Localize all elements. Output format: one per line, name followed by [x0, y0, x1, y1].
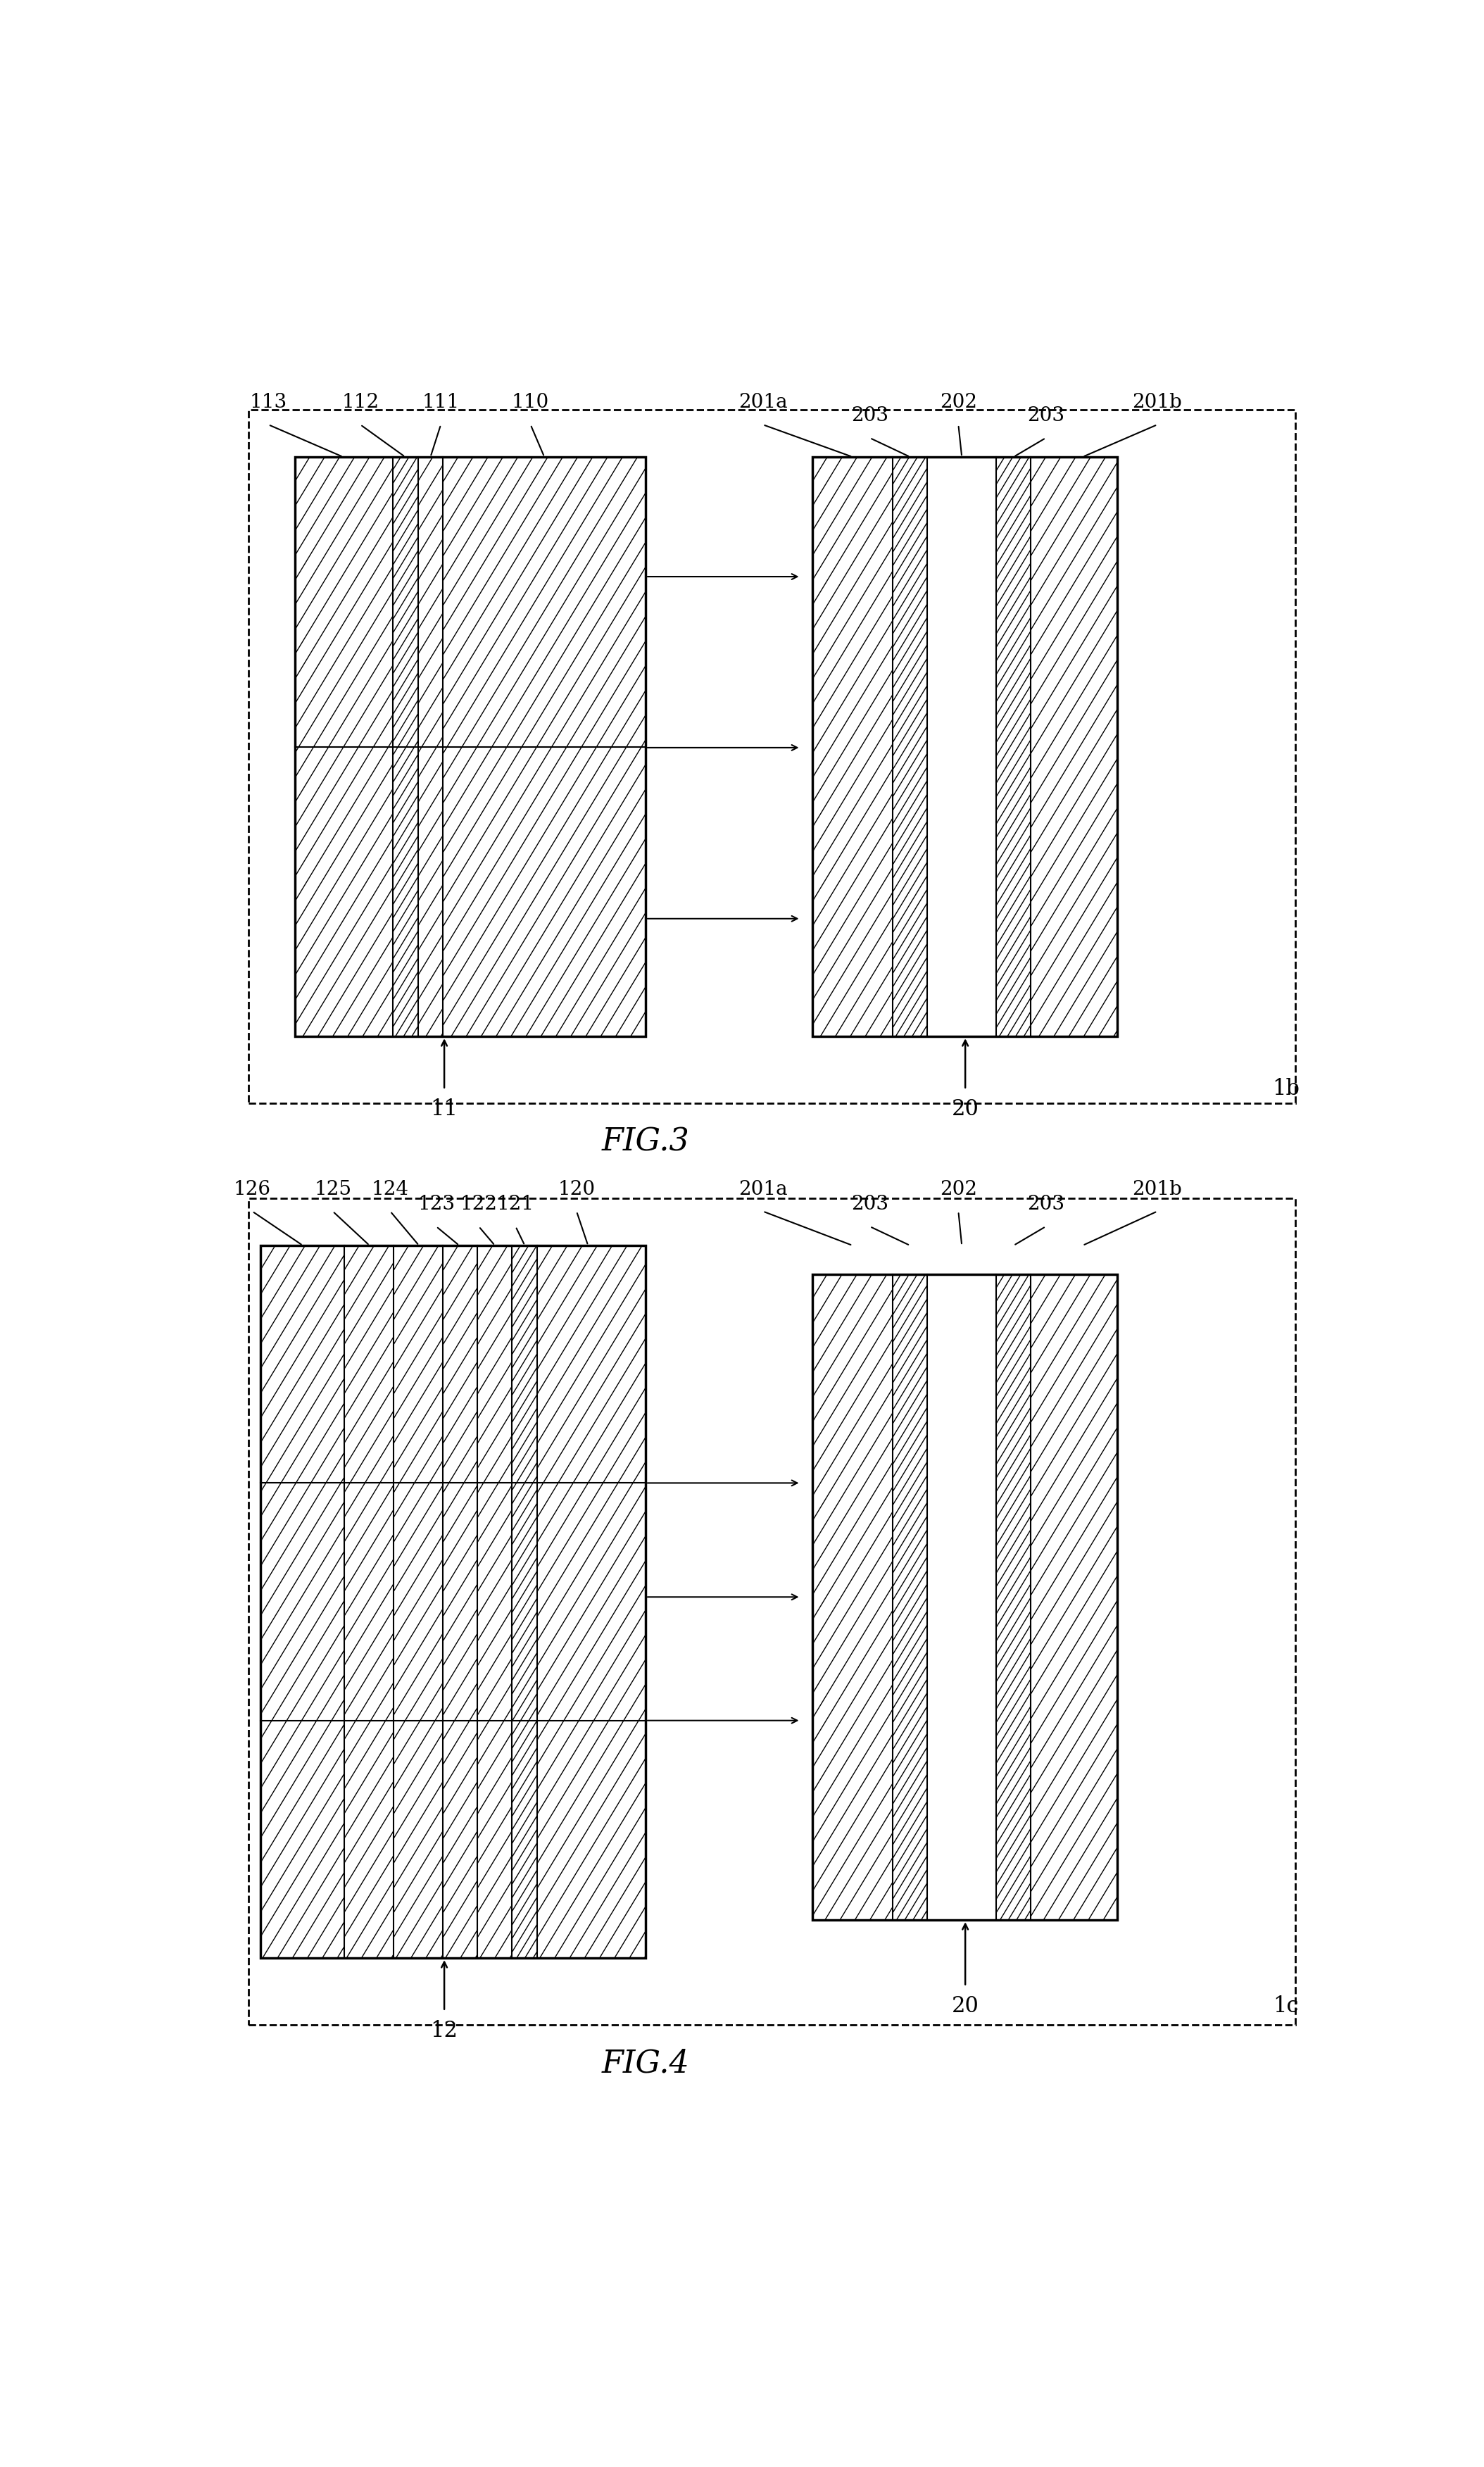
Text: 201b: 201b — [1132, 392, 1183, 412]
Bar — [260, 1246, 646, 1959]
Text: FIG.4: FIG.4 — [601, 2048, 690, 2077]
Text: 202: 202 — [939, 392, 976, 412]
Text: 123: 123 — [417, 1194, 456, 1214]
Text: 125: 125 — [315, 1179, 352, 1199]
Text: 201a: 201a — [739, 1179, 788, 1199]
Text: 111: 111 — [421, 392, 460, 412]
Text: 201b: 201b — [1132, 1179, 1183, 1199]
Text: 1c: 1c — [1273, 1996, 1298, 2016]
Text: 126: 126 — [233, 1179, 272, 1199]
Bar — [812, 456, 1117, 1036]
Text: 203: 203 — [1027, 407, 1064, 424]
Bar — [260, 1246, 646, 1959]
Text: 203: 203 — [1027, 1194, 1064, 1214]
Text: 121: 121 — [497, 1194, 534, 1214]
Text: FIG.3: FIG.3 — [601, 1125, 690, 1157]
Bar — [812, 1275, 1117, 1919]
Text: 20: 20 — [951, 1098, 979, 1120]
Text: 202: 202 — [939, 1179, 976, 1199]
Bar — [249, 1199, 1296, 2025]
Text: 122: 122 — [460, 1194, 497, 1214]
Bar — [295, 456, 646, 1036]
Bar — [249, 410, 1296, 1103]
Text: 113: 113 — [249, 392, 286, 412]
Bar — [812, 1275, 1117, 1919]
Text: 203: 203 — [852, 407, 889, 424]
Text: 120: 120 — [558, 1179, 595, 1199]
Text: 11: 11 — [430, 1098, 459, 1120]
Text: 112: 112 — [341, 392, 378, 412]
Bar — [812, 456, 1117, 1036]
Bar — [295, 456, 646, 1036]
Text: 110: 110 — [512, 392, 549, 412]
Text: 20: 20 — [951, 1996, 979, 2016]
Text: 203: 203 — [852, 1194, 889, 1214]
Text: 201a: 201a — [739, 392, 788, 412]
Text: 1b: 1b — [1272, 1078, 1300, 1100]
Text: 12: 12 — [430, 2020, 459, 2040]
Text: 124: 124 — [371, 1179, 410, 1199]
